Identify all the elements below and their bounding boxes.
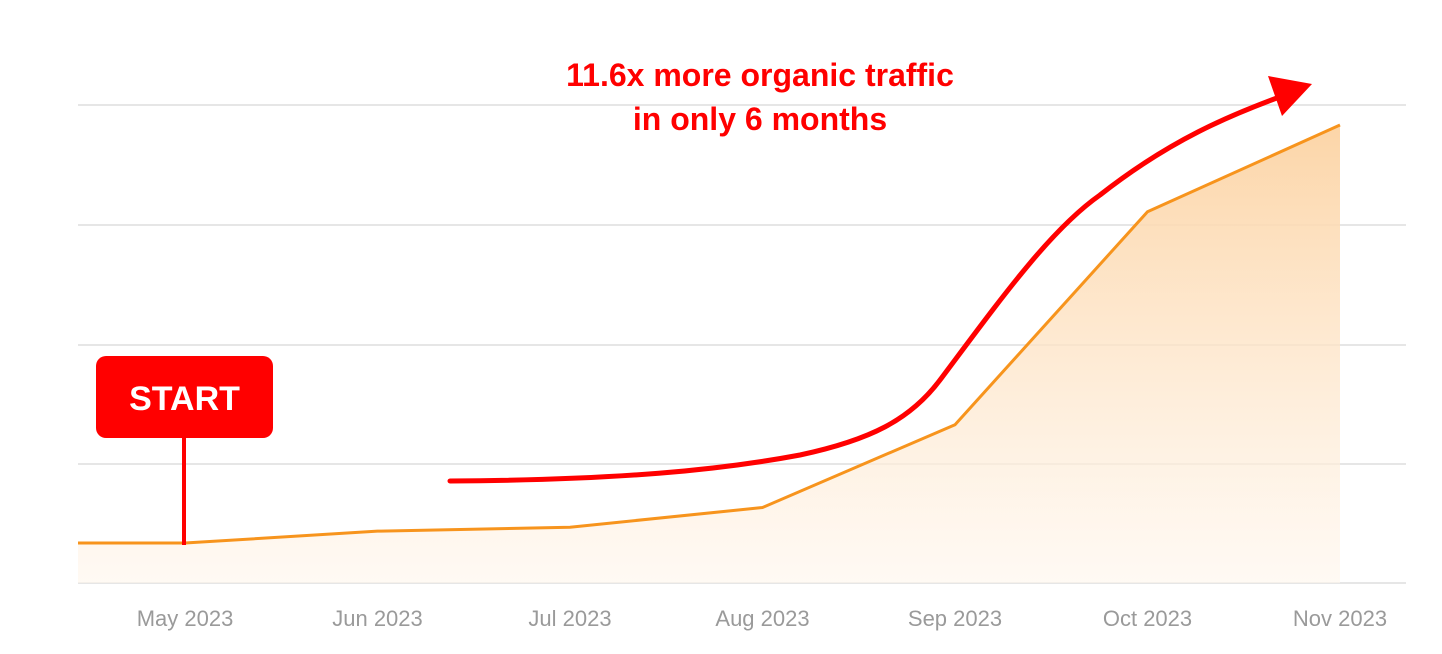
x-tick-label: Oct 2023 [1103,606,1192,631]
x-tick-label: Aug 2023 [715,606,809,631]
x-tick-label: Nov 2023 [1293,606,1387,631]
x-tick-label: Jul 2023 [528,606,611,631]
headline-line-1: 11.6x more organic traffic [566,57,954,93]
headline-line-2: in only 6 months [633,101,887,137]
x-tick-label: Jun 2023 [332,606,423,631]
trend-arrow [447,92,1288,484]
x-axis-ticks: May 2023 Jun 2023 Jul 2023 Aug 2023 Sep 2023… [137,606,1387,631]
x-tick-label: Sep 2023 [908,606,1002,631]
x-tick-label: May 2023 [137,606,234,631]
start-marker: START [96,356,273,545]
start-label: START [129,380,240,418]
traffic-area [78,125,1340,583]
trend-arrow-head [1268,76,1312,116]
start-badge [96,356,273,438]
traffic-line [78,123,1341,545]
